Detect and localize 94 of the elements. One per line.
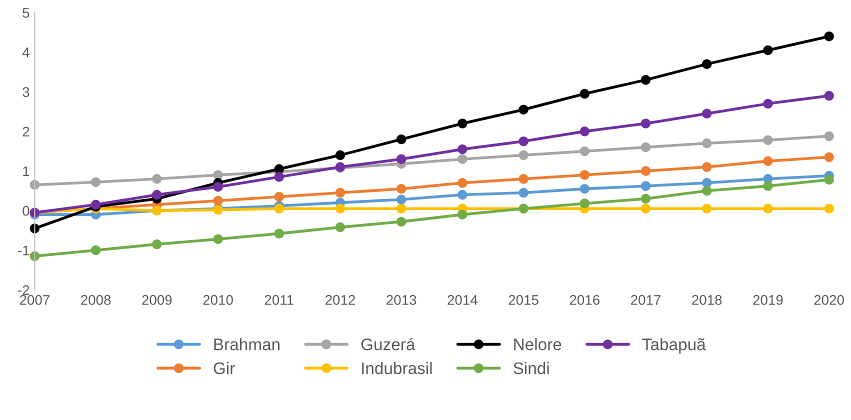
point	[458, 178, 468, 188]
x-tick-label: 2011	[264, 295, 294, 305]
point	[580, 146, 590, 156]
point	[152, 239, 162, 250]
legend-label: Indubrasil	[362, 362, 432, 374]
legend-label: Guzerá	[361, 338, 416, 350]
point	[824, 32, 834, 42]
point	[640, 118, 651, 128]
x-tick-label: 2008	[81, 295, 111, 305]
point	[518, 150, 528, 160]
point	[580, 198, 590, 208]
point	[763, 204, 773, 214]
y-tick-label: 3	[22, 87, 30, 97]
point	[396, 154, 406, 164]
point	[152, 190, 162, 200]
point	[335, 188, 346, 198]
point	[458, 210, 468, 220]
y-tick-label: 2	[22, 126, 30, 136]
x-tick-label: 2016	[570, 295, 600, 305]
point	[518, 136, 528, 146]
point	[458, 144, 468, 154]
y-tick-label: 4	[22, 48, 30, 58]
point	[580, 170, 590, 180]
x-tick-label: 2018	[692, 295, 722, 305]
x-tick-label: 2014	[448, 295, 478, 305]
x-tick-label: 2019	[753, 295, 783, 305]
point	[213, 234, 223, 244]
point	[763, 156, 773, 166]
point	[274, 172, 284, 182]
point	[396, 184, 406, 194]
point	[702, 59, 712, 69]
legend-label: Gir	[214, 362, 235, 374]
point	[763, 45, 773, 56]
x-tick-label: 2015	[508, 295, 538, 305]
point	[518, 174, 528, 184]
point	[580, 88, 590, 99]
point	[458, 190, 468, 200]
point	[702, 186, 712, 196]
x-tick-label: 2012	[325, 295, 355, 305]
legend-label: Sindi	[514, 362, 549, 374]
point	[702, 108, 712, 118]
x-tick-label: 2017	[631, 295, 661, 305]
legend-label: Tabapuã	[642, 338, 706, 354]
point	[396, 216, 406, 227]
point	[763, 98, 773, 109]
point	[90, 177, 101, 187]
point	[518, 104, 528, 114]
x-tick-label: 2009	[142, 295, 172, 305]
point	[396, 134, 406, 144]
point	[640, 194, 651, 204]
point	[335, 204, 346, 214]
point	[274, 204, 284, 214]
point	[824, 174, 834, 185]
x-tick-label: 2010	[203, 295, 233, 305]
point	[702, 138, 712, 148]
point	[335, 222, 346, 232]
point	[335, 150, 346, 160]
point	[396, 204, 406, 214]
point	[640, 75, 651, 85]
x-tick-label: 2020	[814, 295, 844, 305]
point	[213, 196, 223, 206]
point	[702, 204, 712, 214]
point	[763, 135, 773, 145]
point	[396, 194, 406, 204]
point	[580, 126, 590, 136]
y-tick-label: -2	[18, 285, 30, 295]
point	[640, 166, 651, 176]
point	[640, 142, 651, 152]
point	[458, 154, 468, 164]
point	[640, 181, 651, 191]
y-tick-label: 0	[22, 206, 30, 216]
y-tick-label: 1	[23, 166, 30, 176]
point	[640, 204, 651, 214]
point	[824, 90, 834, 101]
y-tick-label: -1	[18, 246, 30, 256]
point	[458, 118, 468, 128]
point	[824, 204, 834, 214]
point	[580, 184, 590, 194]
legend-label: Brahman	[214, 338, 280, 350]
point	[824, 152, 834, 162]
legend-label: Nelore	[514, 338, 562, 350]
point	[824, 131, 834, 142]
y-tick-label: 5	[22, 8, 30, 18]
point	[152, 174, 162, 184]
x-tick-label: 2007	[20, 295, 50, 305]
point	[518, 188, 528, 198]
point	[702, 162, 712, 172]
point	[90, 245, 101, 256]
point	[213, 170, 223, 180]
point	[763, 181, 773, 191]
x-tick-label: 2013	[386, 295, 416, 305]
point	[274, 192, 284, 202]
point	[274, 228, 284, 238]
point	[213, 182, 223, 192]
